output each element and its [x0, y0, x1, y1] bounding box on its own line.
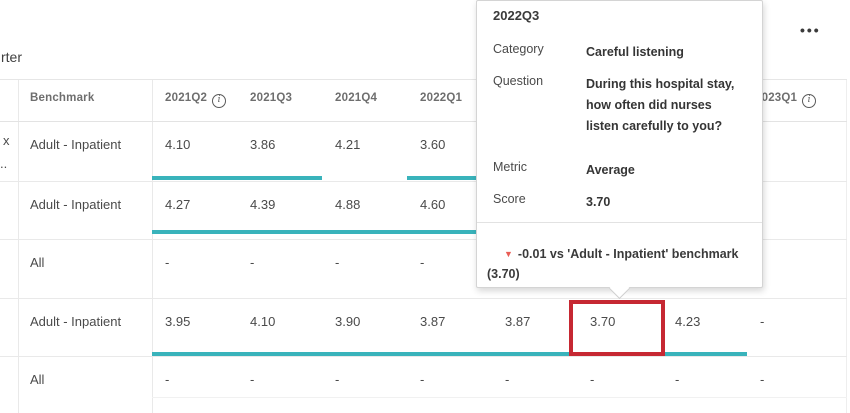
score-cell[interactable]: 3.95 [165, 314, 191, 329]
tooltip-period-title: 2022Q3 [493, 8, 540, 23]
tooltip-delta-text: -0.01 vs 'Adult - Inpatient' benchmark (… [487, 247, 739, 281]
score-cell[interactable]: - [420, 372, 425, 387]
tooltip-field-value: Careful listening [586, 45, 684, 59]
score-cell[interactable]: - [250, 372, 255, 387]
score-cell[interactable]: - [590, 372, 595, 387]
score-cell[interactable]: 4.21 [335, 137, 361, 152]
column-header[interactable]: 2022Q1 [407, 80, 492, 122]
table-row: Adult - Inpatient 3.95 4.10 3.90 3.87 3.87 3.7… [0, 299, 847, 357]
more-options-button[interactable]: ••• [800, 22, 821, 38]
tooltip-field-label: Metric [493, 160, 528, 174]
score-cell[interactable]: - [760, 372, 765, 387]
benchmark-cell: Adult - Inpatient [30, 197, 122, 212]
tooltip-field-value: 3.70 [586, 195, 611, 209]
table-border-bottom [152, 397, 847, 398]
table-row: All - - - - [0, 240, 847, 299]
score-cell[interactable]: - [335, 372, 340, 387]
column-header-label: 2023Q1 [755, 92, 798, 104]
column-header[interactable]: 2021Q2 i [152, 80, 237, 122]
truncated-question-text: .. [0, 156, 8, 171]
tooltip-field-label: Score [493, 192, 526, 206]
score-cell[interactable]: 4.23 [675, 314, 701, 329]
score-cell[interactable]: 4.27 [165, 197, 191, 212]
score-cell[interactable]: - [335, 255, 340, 270]
column-header[interactable]: 2021Q3 [237, 80, 322, 122]
score-cell[interactable]: 4.10 [165, 137, 191, 152]
score-cell[interactable]: - [420, 255, 425, 270]
score-cell[interactable]: 4.10 [250, 314, 276, 329]
score-cell[interactable]: 4.88 [335, 197, 361, 212]
down-triangle-icon: ▼ [504, 249, 513, 259]
selected-cell-highlight [569, 300, 665, 356]
score-cell[interactable]: - [250, 255, 255, 270]
benchmark-cell: All [30, 372, 45, 387]
score-cell[interactable]: - [165, 372, 170, 387]
cell-tooltip: 2022Q3 Category Careful listening Questi… [476, 0, 763, 300]
score-cell[interactable]: 3.87 [420, 314, 446, 329]
score-cell[interactable]: 3.87 [505, 314, 531, 329]
column-header-label: Benchmark [30, 92, 95, 104]
widget-title-fragment: rter [1, 49, 22, 65]
score-cell[interactable]: - [675, 372, 680, 387]
benchmark-underline [152, 352, 747, 356]
info-icon[interactable]: i [802, 94, 817, 108]
info-icon[interactable]: i [212, 94, 227, 108]
table-row: All - - - - - - - - [0, 357, 847, 413]
benchmark-cell: All [30, 255, 45, 270]
column-header[interactable]: 2021Q4 [322, 80, 407, 122]
table-header-row: Benchmark 2021Q2 i 2021Q3 2021Q4 2022Q1 2023Q1… [0, 79, 847, 122]
table-border-right [846, 79, 847, 413]
score-cell[interactable]: - [165, 255, 170, 270]
truncated-question-text: x [3, 133, 10, 148]
tooltip-field-value: Average [586, 163, 635, 177]
score-cell[interactable]: - [760, 314, 765, 329]
score-cell[interactable]: 3.90 [335, 314, 361, 329]
column-header-label: 2022Q1 [420, 92, 463, 104]
tooltip-field-label: Question [493, 74, 544, 88]
column-header-label: 2021Q2 [165, 92, 208, 104]
score-cell[interactable]: 3.70 [590, 314, 616, 329]
score-cell[interactable]: - [505, 372, 510, 387]
score-cell[interactable]: 3.86 [250, 137, 276, 152]
column-header-label: 2021Q4 [335, 92, 378, 104]
score-cell[interactable]: 3.60 [420, 137, 446, 152]
benchmark-cell: Adult - Inpatient [30, 314, 122, 329]
column-header[interactable]: 2023Q1 i [747, 80, 832, 122]
table-row: Adult - Inpatient 4.10 3.86 4.21 3.60 [0, 122, 847, 182]
benchmark-underline [407, 176, 492, 180]
benchmark-underline [152, 176, 322, 180]
benchmark-cell: Adult - Inpatient [30, 137, 122, 152]
tooltip-field-value: During this hospital stay, how often did… [586, 77, 735, 133]
table-border-benchmark [152, 79, 153, 413]
table-border-left [18, 79, 19, 413]
tooltip-benchmark-delta: ▼ -0.01 vs 'Adult - Inpatient' benchmark … [487, 244, 753, 284]
table-row: Adult - Inpatient 4.27 4.39 4.88 4.60 [0, 182, 847, 240]
column-header-benchmark[interactable]: Benchmark [18, 80, 152, 122]
score-cell[interactable]: 4.39 [250, 197, 276, 212]
score-cell[interactable]: 4.60 [420, 197, 446, 212]
tooltip-divider [477, 222, 762, 223]
tooltip-field-label: Category [493, 42, 544, 56]
benchmark-underline [152, 230, 492, 234]
column-header-label: 2021Q3 [250, 92, 293, 104]
